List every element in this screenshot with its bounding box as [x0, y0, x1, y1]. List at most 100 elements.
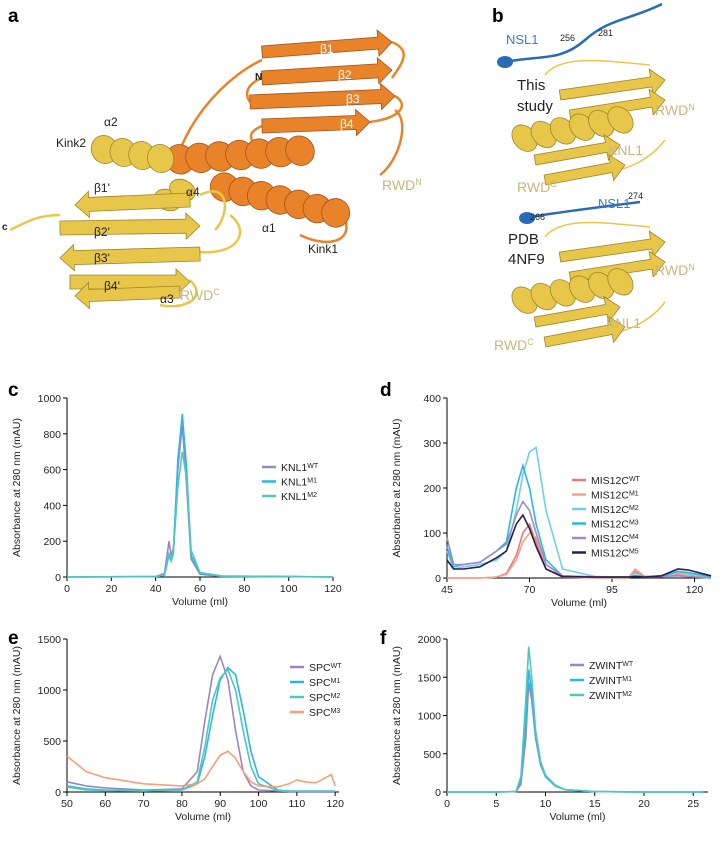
legend-label: KNL1M2	[281, 491, 317, 503]
loop	[504, 2, 663, 64]
structure-label: β4'	[104, 279, 120, 293]
x-tick-label: 80	[176, 798, 188, 810]
legend-name: MIS12C	[591, 504, 629, 516]
legend-label: SPCWT	[309, 662, 342, 674]
structure-label: β4	[340, 117, 354, 131]
structure-label: N	[255, 72, 262, 83]
y-tick-label: 300	[423, 438, 441, 450]
panel-letter: c	[8, 380, 19, 401]
x-tick-label: 90	[214, 798, 226, 810]
y-tick-label: 1500	[38, 634, 62, 646]
y-tick-label: 1000	[38, 685, 62, 697]
legend-sup: M2	[331, 693, 341, 700]
residue-label: 281	[598, 28, 613, 38]
x-axis-title: Volume (ml)	[175, 811, 231, 823]
x-axis-title: Volume (ml)	[172, 596, 228, 608]
alpha-helix	[519, 212, 535, 224]
y-tick-label: 100	[423, 528, 441, 540]
alpha-helix	[607, 106, 634, 134]
y-tick-label: 600	[43, 465, 61, 477]
y-tick-label: 400	[43, 500, 61, 512]
series-line	[66, 666, 336, 792]
chart: d 0 100 200 300 400 45 70 95 120 Volume (ml) Absorb…	[380, 380, 712, 609]
panel-letter: e	[8, 628, 19, 649]
x-tick-label: 45	[441, 584, 453, 596]
beta-strand	[533, 133, 621, 166]
alpha-helix	[321, 198, 351, 228]
beta-strand	[261, 108, 371, 137]
legend-label: ZWINTM1	[589, 675, 632, 687]
beta-strand	[59, 212, 201, 241]
beta-strand	[558, 230, 666, 263]
legend-sup: M5	[629, 548, 639, 555]
legend-sup: M3	[331, 708, 341, 715]
source-label: 4NF9	[508, 251, 545, 268]
x-tick-label: 120	[324, 583, 342, 595]
y-tick-label: 500	[43, 736, 61, 748]
legend-name: ZWINT	[589, 675, 623, 687]
structure-art	[9, 2, 666, 348]
legend-name: SPC	[309, 662, 331, 674]
structure-label: Kink2	[56, 136, 86, 150]
y-tick-label: 500	[423, 749, 441, 761]
x-tick-label: 70	[138, 798, 150, 810]
domain-label: RWDN	[655, 262, 695, 278]
y-tick-label: 200	[43, 536, 61, 548]
x-tick-label: 40	[150, 583, 162, 595]
y-axis-title: Absorbance at 280 nm (mAU)	[391, 419, 403, 558]
legend-label: MIS12CWT	[591, 475, 641, 487]
series-line	[447, 682, 704, 793]
structure-label: α2	[104, 115, 118, 129]
panel-letter: b	[492, 6, 504, 27]
beta-strand	[249, 82, 396, 111]
x-tick-label: 15	[589, 798, 601, 810]
x-tick-label: 20	[638, 798, 650, 810]
y-tick-label: 2000	[418, 634, 442, 646]
source-label: study	[517, 98, 553, 115]
legend-label: KNL1M1	[281, 477, 317, 489]
legend-label: SPCM3	[309, 707, 340, 719]
legend-name: SPC	[309, 707, 331, 719]
y-tick-label: 1000	[38, 393, 62, 405]
series-line	[446, 499, 712, 579]
x-tick-label: 25	[687, 798, 699, 810]
series-line	[66, 668, 336, 792]
series-line	[446, 513, 712, 578]
x-tick-label: 60	[99, 798, 111, 810]
structure-label: α3	[160, 292, 174, 306]
y-axis-title: Absorbance at 280 nm (mAU)	[391, 646, 403, 785]
residue-label: 256	[560, 33, 575, 43]
loop	[9, 190, 242, 308]
legend-label: SPCM2	[309, 692, 340, 704]
y-tick-label: 0	[435, 573, 441, 585]
structure-label: β1	[320, 42, 334, 56]
structure-label: β3	[346, 92, 360, 106]
residue-label: 274	[628, 191, 643, 201]
beta-strand	[261, 56, 393, 86]
structure-label: α4	[186, 185, 200, 199]
y-tick-label: 1000	[418, 711, 442, 723]
residue-label: 266	[530, 212, 545, 222]
loop	[178, 40, 405, 162]
x-tick-label: 80	[238, 583, 250, 595]
y-tick-label: 800	[43, 429, 61, 441]
legend-sup: WT	[622, 661, 634, 668]
series-line	[447, 522, 712, 579]
x-axis-title: Volume (ml)	[549, 811, 605, 823]
legend-name: MIS12C	[591, 475, 629, 487]
chart: c 0 200 400 600 800 1000 0 20 40 60 80 100 120 Volume …	[8, 380, 342, 608]
beta-strand	[74, 190, 191, 219]
y-axis-title: Absorbance at 280 nm (mAU)	[11, 646, 23, 785]
structure-label: Kink1	[308, 242, 338, 256]
x-tick-label: 50	[61, 798, 73, 810]
y-axis-title: Absorbance at 280 nm (mAU)	[11, 418, 23, 557]
series-line	[66, 451, 334, 578]
domain-label: RWDC	[180, 287, 220, 303]
alpha-helix	[607, 268, 634, 296]
legend-name: MIS12C	[591, 519, 629, 531]
x-tick-label: 95	[606, 584, 618, 596]
domain-label: RWDC	[517, 179, 557, 195]
alpha-helix	[497, 56, 513, 68]
legend-name: SPC	[309, 677, 331, 689]
legend-label: ZWINTM2	[589, 690, 632, 702]
